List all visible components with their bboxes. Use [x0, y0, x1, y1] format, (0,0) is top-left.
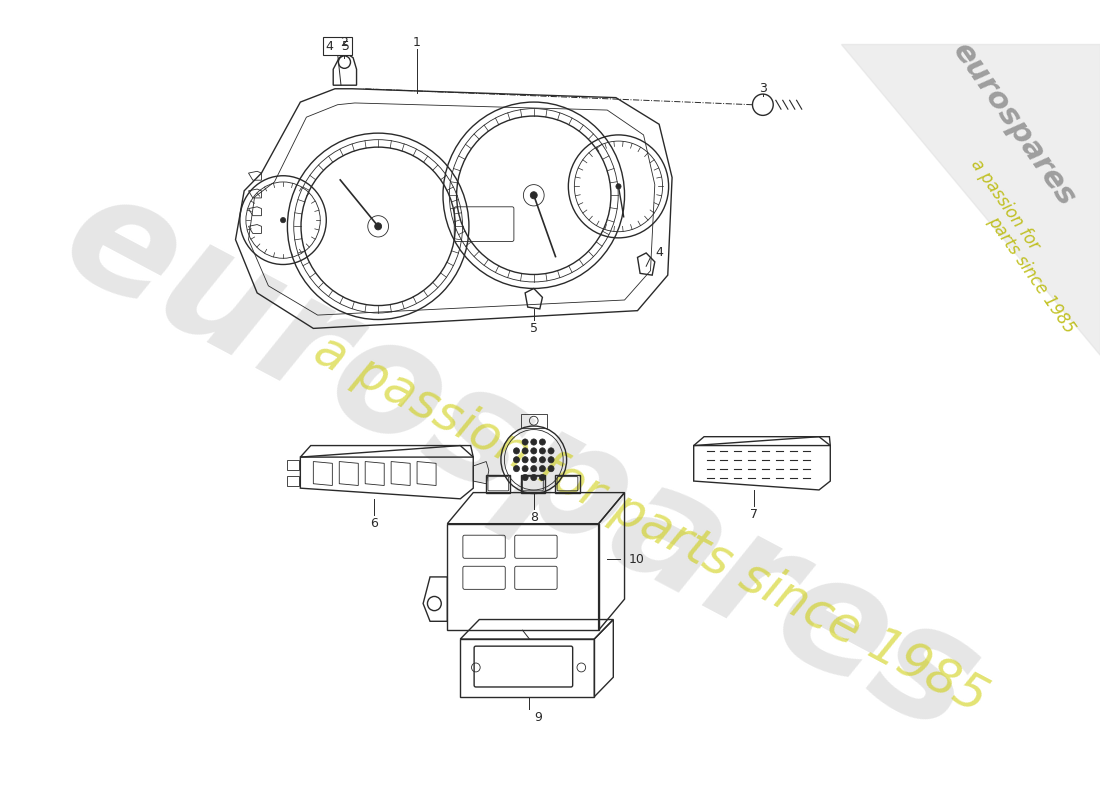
- Circle shape: [548, 466, 554, 472]
- Circle shape: [539, 448, 546, 454]
- Text: eurospares: eurospares: [39, 156, 1003, 767]
- Circle shape: [522, 466, 528, 472]
- Circle shape: [548, 448, 554, 454]
- Text: 3: 3: [759, 82, 767, 95]
- Circle shape: [539, 457, 546, 463]
- Circle shape: [530, 474, 537, 481]
- Text: 7: 7: [750, 508, 758, 522]
- Circle shape: [514, 448, 519, 454]
- Text: 1: 1: [414, 36, 421, 49]
- Circle shape: [530, 457, 537, 463]
- Polygon shape: [840, 44, 1100, 355]
- Circle shape: [530, 448, 537, 454]
- Circle shape: [522, 439, 528, 445]
- Text: 5: 5: [530, 322, 538, 335]
- Text: 4  5: 4 5: [326, 40, 350, 53]
- Circle shape: [539, 439, 546, 445]
- Circle shape: [539, 474, 546, 481]
- Text: a passion for: a passion for: [967, 155, 1043, 253]
- Text: 6: 6: [370, 517, 377, 530]
- Text: 2: 2: [341, 36, 349, 49]
- Circle shape: [548, 457, 554, 463]
- Text: a passion for parts since 1985: a passion for parts since 1985: [306, 325, 996, 722]
- Circle shape: [616, 184, 622, 189]
- Circle shape: [530, 466, 537, 472]
- Text: 9: 9: [535, 710, 542, 724]
- Circle shape: [530, 192, 537, 199]
- Text: parts since 1985: parts since 1985: [983, 213, 1078, 337]
- Circle shape: [375, 222, 382, 230]
- Circle shape: [522, 448, 528, 454]
- Text: 8: 8: [530, 511, 538, 524]
- Circle shape: [514, 466, 519, 472]
- Circle shape: [530, 439, 537, 445]
- Circle shape: [522, 474, 528, 481]
- Text: 10: 10: [629, 553, 645, 566]
- Text: 4: 4: [656, 246, 663, 259]
- Circle shape: [280, 218, 286, 222]
- Text: eurospares: eurospares: [946, 37, 1080, 211]
- Circle shape: [522, 457, 528, 463]
- Circle shape: [539, 466, 546, 472]
- Circle shape: [514, 457, 519, 463]
